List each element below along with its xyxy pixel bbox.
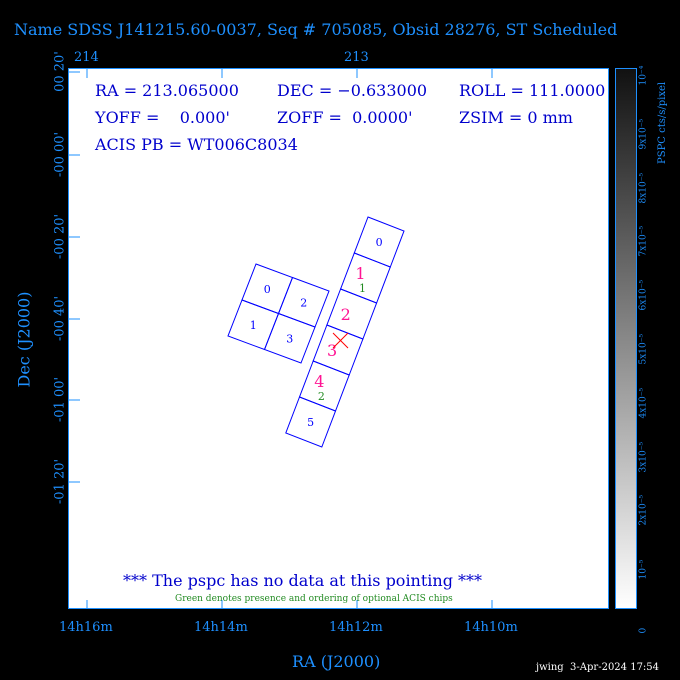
i-chip-label: 1 [250,319,257,332]
dec-value: DEC = −0.633000 [277,81,428,100]
colorbar-tick: 9x10⁻⁵ [638,118,649,150]
colorbar-tick: 2x10⁻⁵ [638,495,649,526]
required-chip-label: 1 [355,264,365,283]
ra-tick-label: 14h16m [59,620,113,635]
colorbar-tick: 5x10⁻⁵ [638,333,649,365]
colorbar-label: PSPC cts/s/pixel [657,81,668,164]
optional-chip-label: 2 [318,390,325,403]
ra-tick-label: 14h14m [194,620,248,635]
dec-tick-label: -00 20' [52,213,68,260]
top-tick: 214 [74,50,99,65]
ra-value: RA = 213.065000 [95,81,239,100]
dec-tick-label: -01 00' [52,376,68,423]
dec-tick-label: 00 20' [52,51,68,92]
s-chip [326,288,378,340]
zsim-value: ZSIM = 0 mm [459,108,573,127]
dec-tick-label: -00 40' [52,295,68,342]
s-chip [312,324,364,376]
required-chip-label: 4 [314,372,324,391]
roll-value: ROLL = 111.0000 [459,81,606,100]
colorbar-tick: 0 [638,627,649,634]
top-tick: 213 [344,50,369,65]
dec-tick-label: -00 00' [52,131,68,178]
colorbar [615,68,637,609]
colorbar-tick: 7x10⁻⁵ [638,226,649,257]
colorbar-tick: 3x10⁻⁵ [638,441,649,473]
plot-title: Name SDSS J141215.60-0037, Seq # 705085,… [14,20,618,39]
colorbar-tick: 4x10⁻⁵ [638,387,649,419]
i-chip-label: 3 [286,332,293,345]
ra-tick-label: 14h12m [329,620,383,635]
s-chip-label: 5 [307,416,314,429]
zoff-value: ZOFF = 0.0000' [277,108,413,127]
no-data-message: *** The pspc has no data at this pointin… [123,571,483,590]
colorbar-tick: 6x10⁻⁵ [638,280,649,311]
i-chip-label: 0 [264,283,271,296]
required-chip-label: 3 [327,341,337,360]
footer-stamp: jwing 3-Apr-2024 17:54 [536,662,660,673]
yoff-value: YOFF = 0.000' [95,108,230,127]
s-chip-label: 0 [376,236,383,249]
colorbar-tick: 10⁻⁵ [638,559,649,580]
pb-value: ACIS PB = WT006C8034 [95,135,298,154]
colorbar-tick: 8x10⁻⁵ [638,172,649,204]
i-chip [263,312,316,364]
dec-tick-label: -01 20' [52,458,68,505]
green-note: Green denotes presence and ordering of o… [175,594,453,604]
s-chip [285,396,337,448]
required-chip-label: 2 [341,305,351,324]
i-chip-label: 2 [300,296,307,309]
colorbar-tick: 10⁻⁴ [638,65,649,86]
aimpoint-marker [332,332,349,349]
ra-tick-label: 14h10m [464,620,518,635]
optional-chip-label: 1 [359,282,366,295]
x-axis-label: RA (J2000) [292,652,381,671]
y-axis-label: Dec (J2000) [14,291,34,388]
